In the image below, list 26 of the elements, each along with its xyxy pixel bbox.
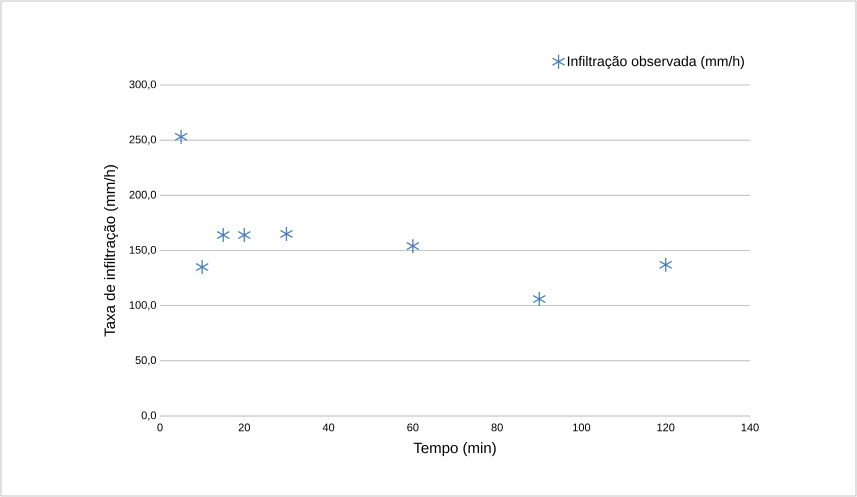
y-tick-label: 250,0: [129, 136, 156, 145]
point: [216, 227, 230, 243]
point: [280, 226, 294, 242]
point: [238, 227, 252, 243]
x-tick-label: 60: [407, 424, 419, 432]
point: [532, 291, 546, 307]
y-axis-title: Taxa de infiltração (mm/h): [104, 165, 118, 336]
x-tick-label: 20: [238, 424, 250, 432]
x-axis-title: Tempo (min): [414, 442, 496, 456]
x-tick-label: 140: [742, 424, 759, 432]
point: [406, 238, 420, 254]
y-tick-label: 200,0: [129, 190, 156, 200]
x-tick-label: 120: [657, 424, 674, 432]
x-tick-label: 80: [492, 424, 503, 432]
point: [195, 259, 209, 275]
y-tick-label: 150,0: [130, 246, 156, 256]
point: [174, 129, 188, 145]
y-tick-label: 50,0: [136, 356, 156, 366]
x-tick-label: 100: [573, 424, 590, 432]
y-tick-label: 100,0: [130, 301, 156, 310]
y-tick-label: 0,0: [142, 411, 156, 421]
x-tick-label: 0: [157, 424, 163, 432]
y-tick-label: 300,0: [129, 80, 156, 90]
legend-label: Infiltração observada (mm/h): [568, 56, 744, 70]
x-tick-label: 40: [322, 424, 334, 432]
point: [659, 257, 672, 272]
